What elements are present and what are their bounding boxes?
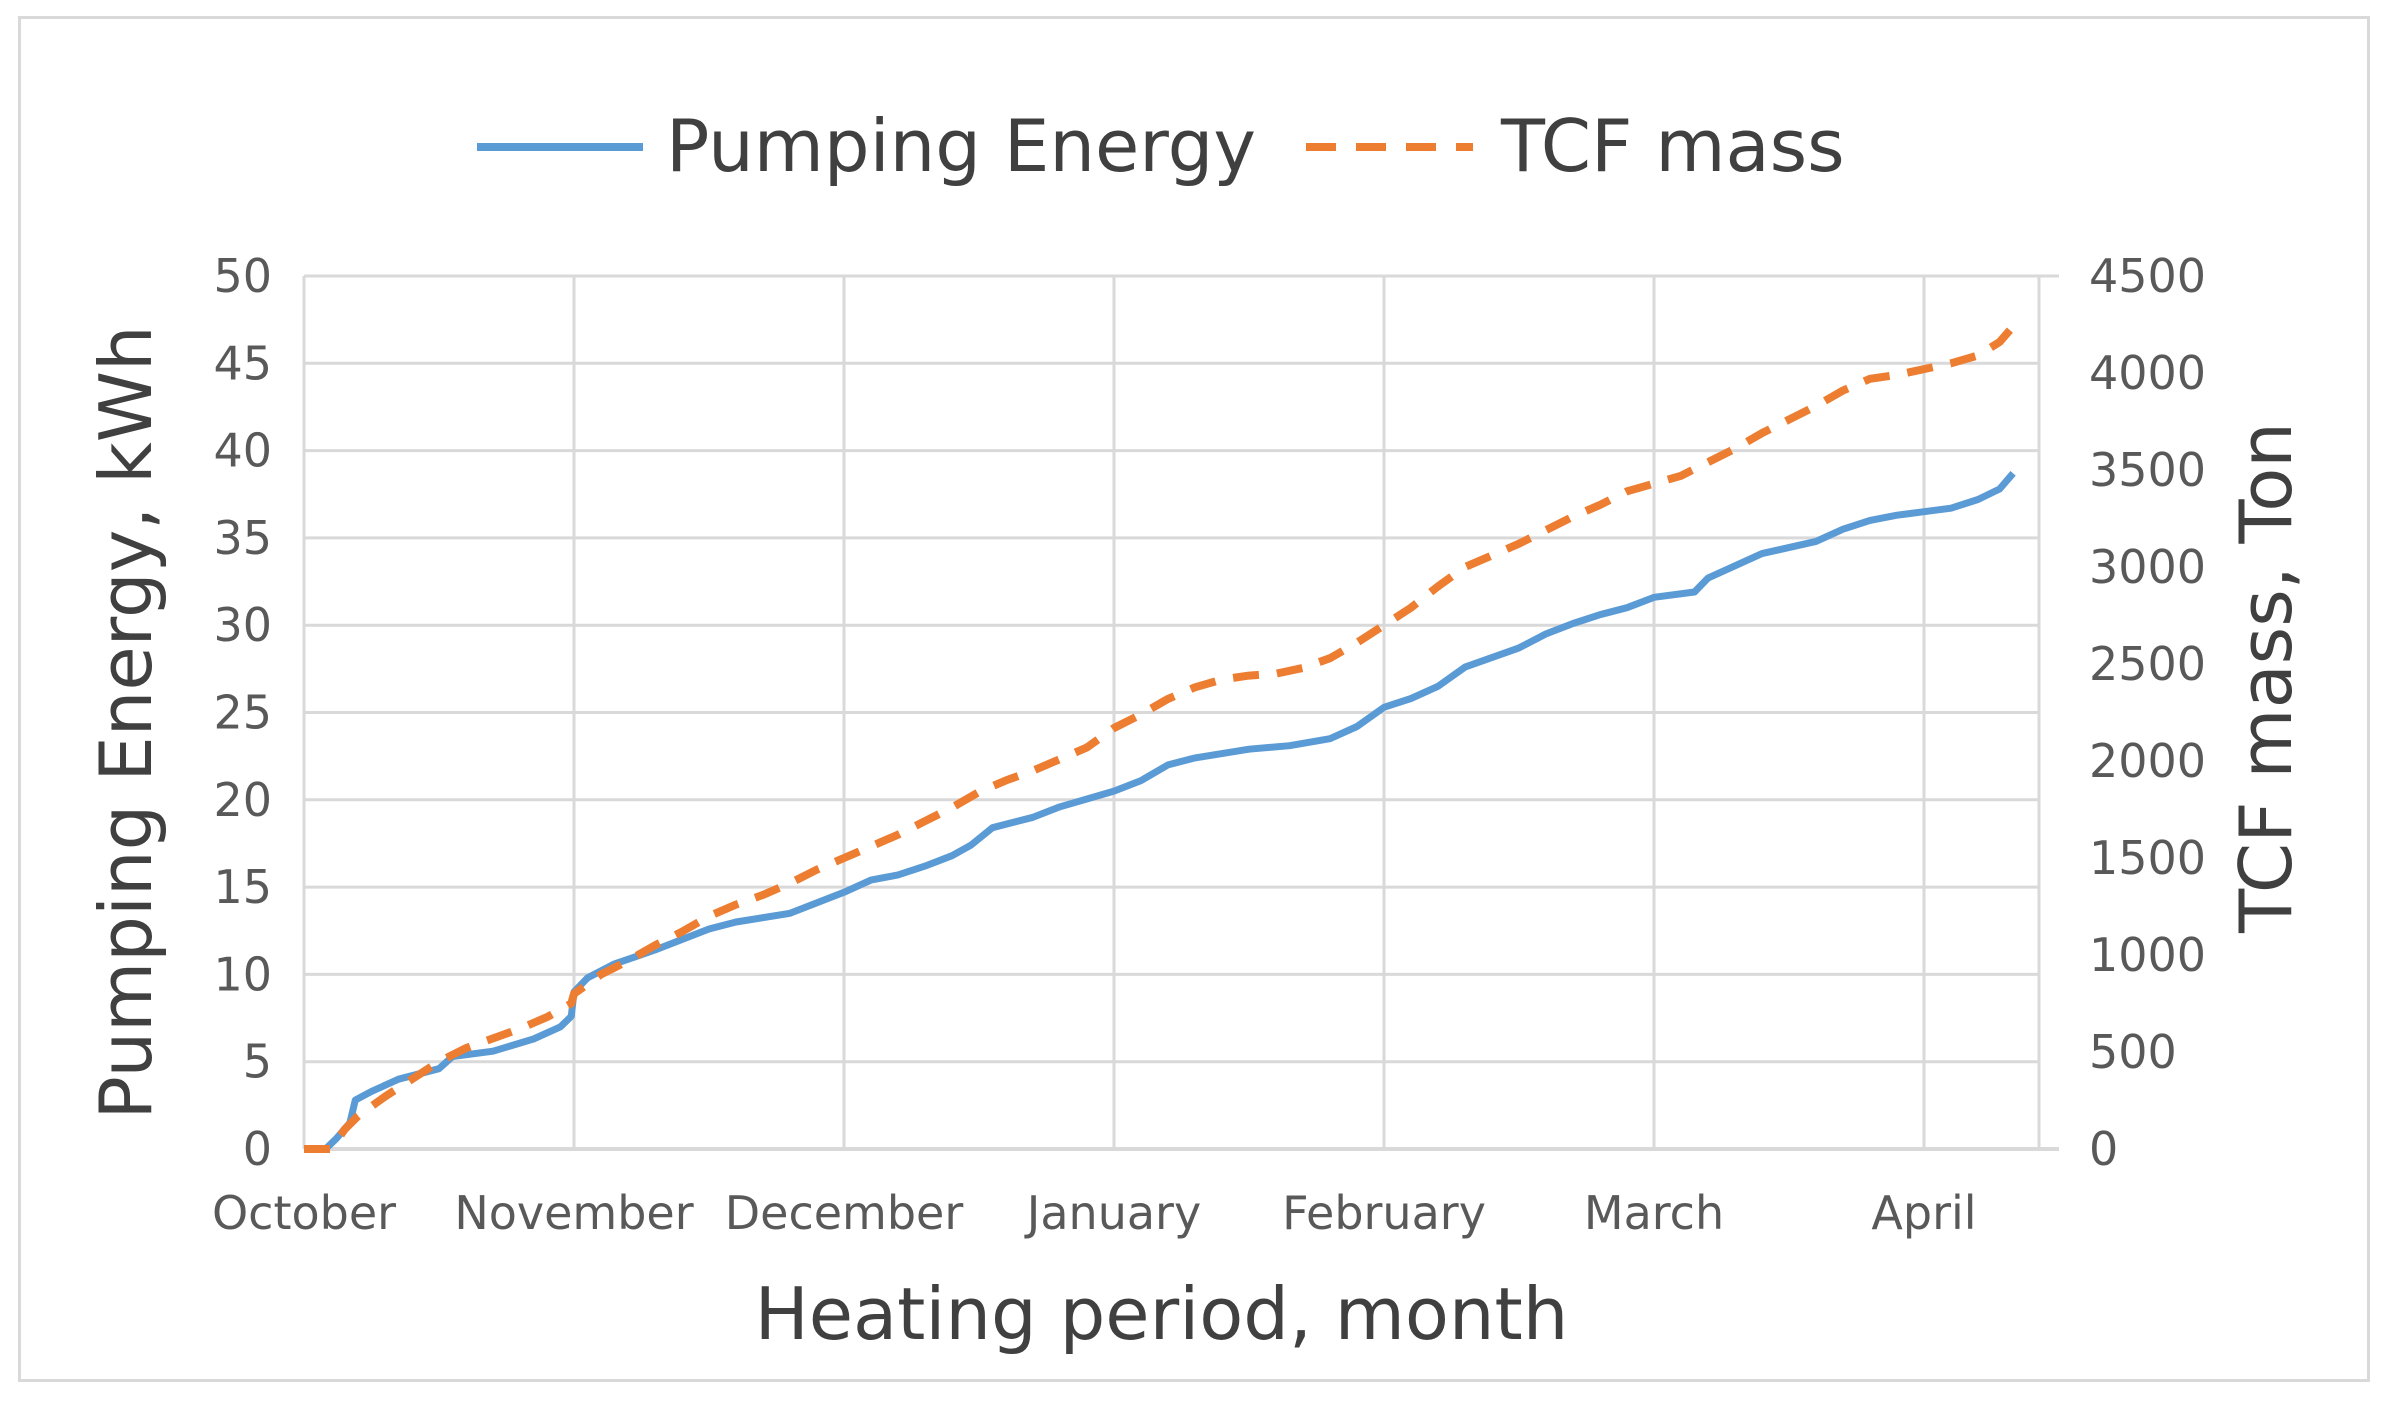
y-left-tick-label: 15: [213, 860, 272, 914]
y-left-tick-label: 40: [213, 424, 272, 478]
y-left-tick-label: 0: [243, 1122, 272, 1176]
series-layer: [304, 323, 2017, 1153]
y-left-tick-label: 20: [213, 773, 272, 827]
series-line-tcf-mass: [304, 323, 2017, 1153]
y-left-tick-label: 5: [243, 1035, 272, 1089]
legend-label-pumping-energy: Pumping Energy: [666, 104, 1256, 188]
y-axis-right-title: TCF mass, Ton: [2224, 422, 2308, 934]
tick-labels: 0510152025303540455005001000150020002500…: [212, 249, 2206, 1240]
axis-layer: [302, 274, 2059, 1151]
series-line-pumping-energy: [304, 471, 2016, 1153]
y-right-tick-label: 1000: [2089, 928, 2206, 982]
x-tick-label: November: [454, 1186, 693, 1240]
y-axis-left-title: Pumping Energy, kWh: [84, 325, 168, 1119]
y-left-tick-label: 50: [213, 249, 272, 303]
y-right-tick-label: 3000: [2089, 540, 2206, 594]
x-tick-label: December: [725, 1186, 964, 1240]
y-right-tick-label: 2000: [2089, 734, 2206, 788]
grid-layer: [302, 274, 2039, 1151]
x-tick-label: January: [1024, 1186, 1201, 1240]
y-right-tick-label: 500: [2089, 1025, 2177, 1079]
chart-frame: 0 5 10 15 20 25 30 35 40 45 50 0 500 1000 1500 2000 2500…: [18, 16, 2370, 1382]
line-chart: 0510152025303540455005001000150020002500…: [84, 104, 2308, 1356]
x-tick-label: March: [1584, 1186, 1724, 1240]
y-right-tick-label: 4500: [2089, 249, 2206, 303]
y-left-tick-label: 10: [213, 947, 272, 1001]
y-right-tick-label: 0: [2089, 1122, 2118, 1176]
y-right-tick-label: 2500: [2089, 637, 2206, 691]
x-tick-label: April: [1871, 1186, 1976, 1240]
y-left-tick-label: 30: [213, 598, 272, 652]
x-axis-title: Heating period, month: [755, 1272, 1569, 1356]
y-left-tick-label: 35: [213, 511, 272, 565]
x-tick-label: October: [212, 1186, 396, 1240]
x-tick-label: February: [1282, 1186, 1486, 1240]
legend: Pumping Energy TCF mass: [477, 104, 1845, 188]
y-left-tick-label: 45: [213, 336, 272, 390]
y-right-tick-label: 1500: [2089, 831, 2206, 885]
y-left-tick-label: 25: [213, 686, 272, 740]
y-right-tick-label: 4000: [2089, 346, 2206, 400]
legend-label-tcf-mass: TCF mass: [1500, 104, 1845, 188]
y-right-tick-label: 3500: [2089, 443, 2206, 497]
